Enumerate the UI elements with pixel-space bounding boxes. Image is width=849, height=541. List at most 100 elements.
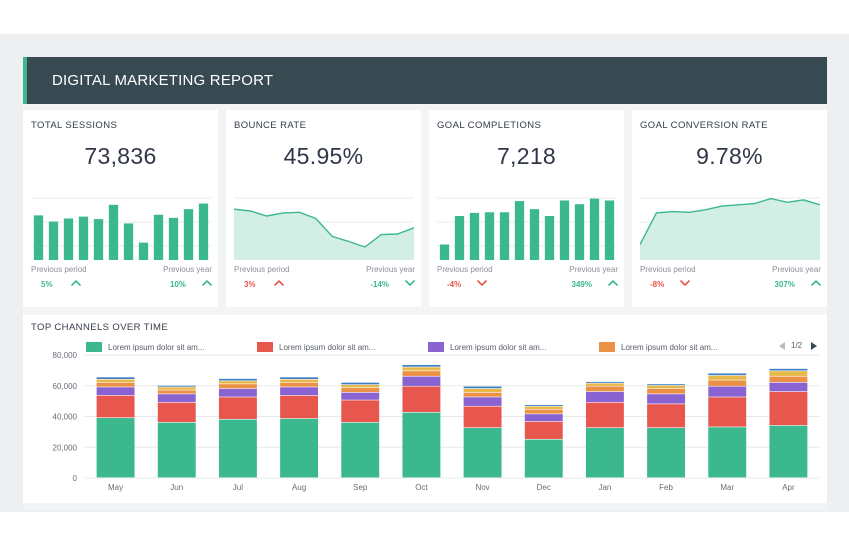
legend-page-indicator: 1/2 (791, 341, 803, 350)
previous-period-label: Previous period (31, 265, 87, 274)
spark-bar (33, 215, 44, 260)
stacked-bar-segment (280, 379, 319, 383)
chevron-stroke (608, 280, 618, 286)
chevron-down-icon (680, 280, 690, 286)
stacked-bar-segment (647, 404, 686, 428)
kpi-card-bounce-rate[interactable]: BOUNCE RATE 45.95% Previous period Previ… (226, 110, 421, 307)
kpi-card-total-sessions[interactable]: TOTAL SESSIONS 73,836 Previous period Pr… (23, 110, 218, 307)
spark-bar (604, 200, 615, 260)
stacked-bar-segment (96, 395, 135, 418)
kpi-value: 45.95% (283, 143, 364, 169)
stacked-bar-segment (524, 439, 563, 478)
report-title: DIGITAL MARKETING REPORT (52, 72, 274, 89)
spark-bar (198, 203, 209, 260)
spark-bar (484, 212, 495, 260)
y-tick-label: 80,000 (53, 351, 78, 360)
chevron-stroke (405, 280, 415, 286)
legend-prev-icon[interactable] (777, 341, 787, 351)
stacked-bar-segment (524, 414, 563, 422)
stacked-bar-segment (524, 406, 563, 409)
stacked-bar-segment (402, 376, 441, 386)
chevron-stroke (811, 280, 821, 286)
spark-area (234, 209, 414, 260)
stacked-bar-segment (157, 387, 196, 390)
kpi-card-goal-completions[interactable]: GOAL COMPLETIONS 7,218 Previous period P… (429, 110, 624, 307)
previous-period-label: Previous period (437, 265, 493, 274)
stacked-bar-segment (157, 422, 196, 478)
stacked-bar-segment (585, 386, 624, 392)
kpi-label: BOUNCE RATE (234, 120, 307, 131)
stacked-bar-segment (96, 377, 135, 379)
x-tick-label: Jan (598, 483, 611, 492)
spark-bar (559, 200, 570, 260)
delta-period-value: 3% (244, 280, 256, 289)
spark-bar (544, 215, 555, 260)
chevron-up-icon (71, 280, 81, 286)
stacked-bar-segment (769, 391, 808, 426)
legend-item[interactable]: Lorem ipsum dolor sit am... (257, 342, 417, 352)
stacked-bar-segment (341, 392, 380, 400)
stacked-bar-segment (402, 386, 441, 413)
stacked-bar-segment (402, 367, 441, 371)
y-tick-label: 0 (73, 474, 78, 483)
spark-bar (529, 209, 540, 260)
legend-swatch (428, 342, 444, 352)
spark-bar (183, 209, 194, 260)
stacked-bar-segment (463, 386, 502, 389)
spark-bar (454, 215, 465, 260)
kpi-label: GOAL COMPLETIONS (437, 120, 542, 131)
kpi-sparkline (31, 197, 211, 260)
stacked-bar-segment (280, 377, 319, 379)
stacked-bar-segment (280, 387, 319, 396)
previous-year-label: Previous year (569, 265, 618, 274)
stacked-bar-segment (218, 384, 257, 389)
kpi-label: GOAL CONVERSION RATE (640, 120, 768, 131)
spark-bar (48, 221, 59, 260)
stacked-bar-segment (585, 381, 624, 383)
legend-item[interactable]: Lorem ipsum dolor sit am... (428, 342, 588, 352)
x-tick-label: Apr (782, 483, 795, 492)
stacked-bar-segment (463, 397, 502, 406)
chevron-stroke (274, 280, 284, 286)
delta-period-value: -4% (447, 280, 462, 289)
top-channels-panel: 0 20,000 40,000 60,000 80,000 May Jun Jul Aug Sep… (23, 315, 827, 503)
x-tick-label: Sep (353, 483, 368, 492)
stacked-bar-segment (463, 406, 502, 428)
legend-label: Lorem ipsum dolor sit am... (108, 343, 205, 352)
delta-year-value: 307% (774, 280, 795, 289)
spark-area (640, 198, 820, 260)
stacked-bar-segment (463, 392, 502, 397)
stacked-bar-segment (157, 390, 196, 394)
stacked-bar-segment (647, 385, 686, 389)
stacked-bar-segment (708, 386, 747, 397)
y-tick-label: 20,000 (53, 443, 78, 452)
x-tick-label: Aug (292, 483, 306, 492)
spark-bar (153, 214, 164, 260)
legend-item[interactable]: Lorem ipsum dolor sit am... (86, 342, 246, 352)
stacked-bar-segment (96, 387, 135, 396)
stacked-bar-segment (157, 385, 196, 387)
spark-bar (78, 216, 89, 260)
kpi-value: 9.78% (696, 143, 763, 169)
kpi-card-goal-conversion-rate[interactable]: GOAL CONVERSION RATE 9.78% Previous peri… (632, 110, 827, 307)
chevron-stroke (477, 280, 487, 286)
stacked-bar-segment (708, 427, 747, 478)
kpi-value: 7,218 (496, 143, 557, 169)
legend-next-icon[interactable] (809, 341, 819, 351)
spark-bar (589, 198, 600, 260)
spark-bar (499, 212, 510, 260)
stacked-bar-segment (769, 371, 808, 376)
legend-label: Lorem ipsum dolor sit am... (279, 343, 376, 352)
legend-item[interactable]: Lorem ipsum dolor sit am... (599, 342, 759, 352)
chevron-up-icon (202, 280, 212, 286)
delta-year-value: 349% (571, 280, 592, 289)
kpi-sparkline (234, 197, 414, 260)
spark-bar (574, 204, 585, 260)
stacked-bar-segment (585, 391, 624, 403)
chevron-down-icon (405, 280, 415, 286)
stacked-bar-segment (218, 419, 257, 478)
x-tick-label: Mar (720, 483, 734, 492)
spark-bar (469, 212, 480, 260)
kpi-value: 73,836 (84, 143, 157, 169)
x-tick-label: Oct (415, 483, 428, 492)
